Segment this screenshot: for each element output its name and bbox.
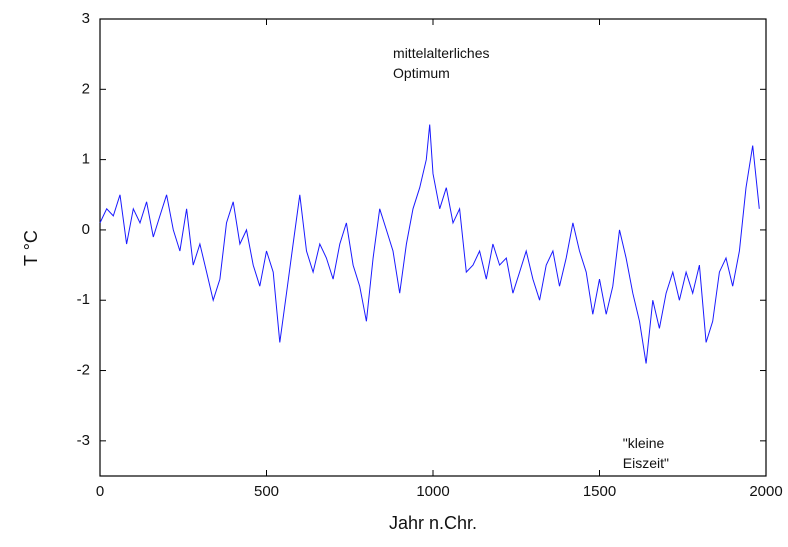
x-tick-label: 500 xyxy=(254,483,279,500)
y-tick-label: 3 xyxy=(82,10,90,27)
annotation: Optimum xyxy=(393,65,450,81)
y-tick-label: -2 xyxy=(77,362,90,379)
annotation: Eiszeit" xyxy=(623,455,669,471)
y-tick-label: 0 xyxy=(82,221,90,238)
y-tick-label: -3 xyxy=(77,432,90,449)
x-tick-label: 2000 xyxy=(749,483,782,500)
annotation: mittelalterliches xyxy=(393,45,489,61)
x-tick-label: 0 xyxy=(96,483,104,500)
annotation: "kleine xyxy=(623,435,665,451)
y-tick-label: -1 xyxy=(77,291,90,308)
x-tick-label: 1000 xyxy=(416,483,449,500)
plot-frame xyxy=(99,18,767,477)
x-axis-label: Jahr n.Chr. xyxy=(389,513,477,533)
y-axis-label: T °C xyxy=(21,230,41,266)
y-tick-label: 2 xyxy=(82,80,90,97)
y-tick-label: 1 xyxy=(82,151,90,168)
data-line xyxy=(99,124,760,364)
x-tick-label: 1500 xyxy=(583,483,616,500)
